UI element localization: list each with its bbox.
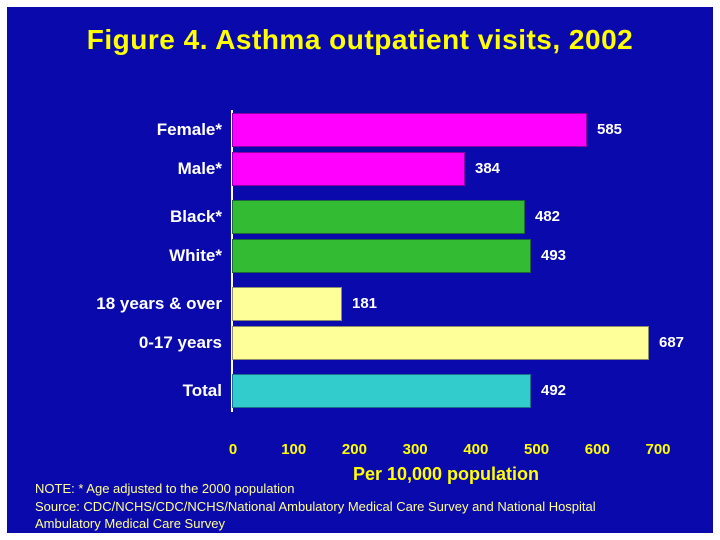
- value-label: 585: [597, 121, 623, 138]
- x-axis-label: Per 10,000 population: [352, 464, 540, 484]
- bar: [232, 152, 465, 186]
- source-text-line1: Source: CDC/NCHS/CDC/NCHS/National Ambul…: [35, 499, 596, 514]
- value-label: 384: [475, 160, 501, 177]
- value-label: 492: [541, 382, 567, 399]
- category-label: Female*: [156, 120, 222, 139]
- value-label: 493: [541, 247, 567, 264]
- category-label: Total: [182, 381, 222, 400]
- x-tick-label: 700: [645, 441, 671, 458]
- bar: [232, 239, 531, 273]
- x-tick-label: 200: [341, 441, 367, 458]
- category-label: 0-17 years: [138, 333, 222, 352]
- category-label: Black*: [170, 207, 222, 226]
- value-label: 181: [352, 295, 378, 312]
- x-tick-label: 100: [281, 441, 307, 458]
- source-text-line2: Ambulatory Medical Care Survey: [35, 516, 226, 531]
- x-tick-label: 400: [463, 441, 489, 458]
- x-tick-label: 300: [402, 441, 428, 458]
- category-label: 18 years & over: [96, 294, 222, 313]
- x-tick-label: 600: [584, 441, 610, 458]
- bar: [232, 287, 342, 321]
- category-label: Male*: [177, 159, 222, 178]
- x-tick-label: 500: [524, 441, 550, 458]
- bar: [232, 113, 587, 147]
- x-tick-label: 0: [228, 441, 238, 458]
- bar: [232, 374, 531, 408]
- chart-title: Figure 4. Asthma outpatient visits, 2002: [86, 24, 634, 55]
- value-label: 482: [535, 208, 561, 225]
- note-text: NOTE: * Age adjusted to the 2000 populat…: [35, 481, 295, 496]
- bar: [232, 200, 525, 234]
- value-label: 687: [659, 334, 685, 351]
- bar: [232, 326, 649, 360]
- category-label: White*: [169, 246, 222, 265]
